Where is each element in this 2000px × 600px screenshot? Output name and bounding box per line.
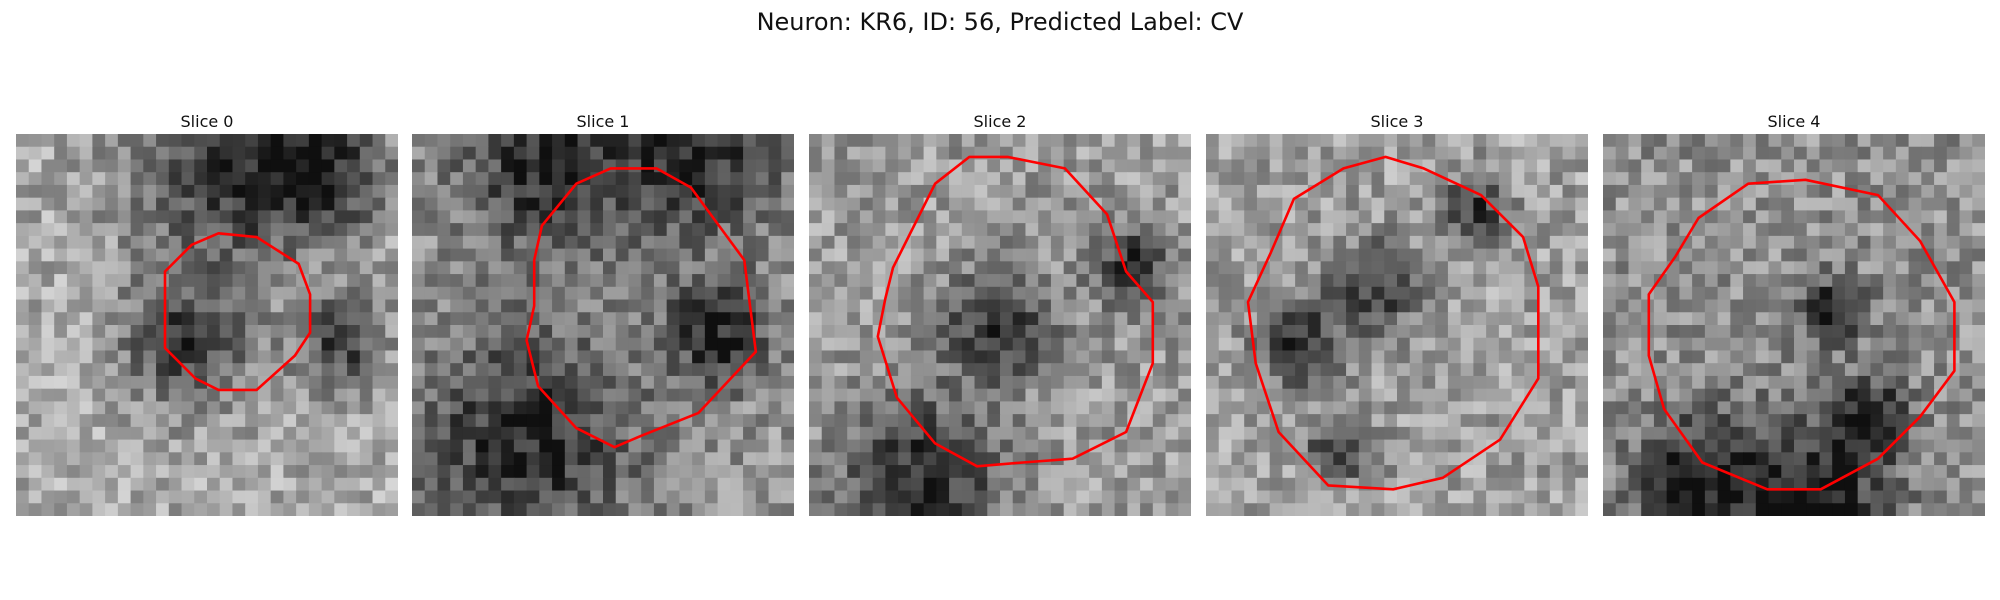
- pixel-grid: [1206, 134, 1588, 516]
- slice-panel-4: Slice 4: [1603, 110, 1985, 516]
- slice-image-4: [1603, 134, 1985, 516]
- slice-panel-0: Slice 0: [16, 110, 398, 516]
- pixel-grid: [809, 134, 1191, 516]
- slice-image-2: [809, 134, 1191, 516]
- slice-panel-2: Slice 2: [809, 110, 1191, 516]
- slice-title-4: Slice 4: [1767, 112, 1821, 131]
- slice-image-0: [16, 134, 398, 516]
- segmentation-contour: [1246, 155, 1540, 491]
- segmentation-contour: [525, 167, 758, 449]
- slice-title-3: Slice 3: [1370, 112, 1424, 131]
- slice-image-1: [412, 134, 794, 516]
- slice-panel-3: Slice 3: [1206, 110, 1588, 516]
- pixel-grid: [412, 134, 794, 516]
- slice-panel-1: Slice 1: [412, 110, 794, 516]
- pixel-grid: [16, 134, 398, 516]
- slice-title-1: Slice 1: [576, 112, 630, 131]
- segmentation-contour: [163, 232, 312, 392]
- segmentation-contour: [876, 155, 1155, 468]
- slice-title-0: Slice 0: [180, 112, 234, 131]
- figure-title: Neuron: KR6, ID: 56, Predicted Label: CV: [756, 8, 1244, 36]
- slice-title-2: Slice 2: [973, 112, 1027, 131]
- segmentation-contour: [1647, 178, 1956, 491]
- slice-image-3: [1206, 134, 1588, 516]
- pixel-grid: [1603, 134, 1985, 516]
